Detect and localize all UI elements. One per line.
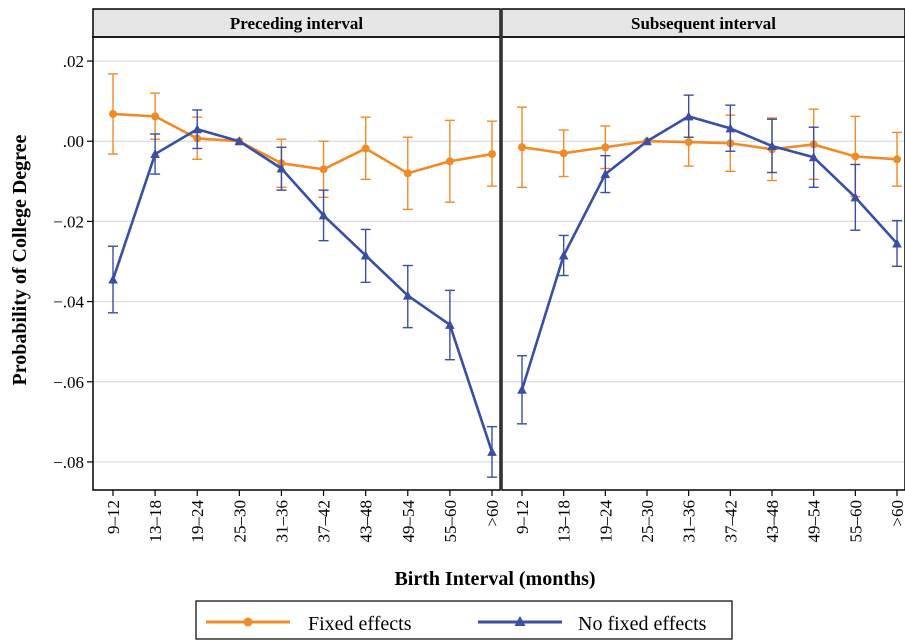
series-line-subsequent-fixed-effects bbox=[521, 139, 898, 161]
point-preceding-no-fixed-effects-2 bbox=[192, 124, 203, 134]
point-subsequent-fixed-effects-1 bbox=[559, 149, 568, 158]
series-line-preceding-fixed-effects bbox=[112, 112, 493, 175]
point-subsequent-no-fixed-effects-7 bbox=[808, 152, 819, 162]
x-tick-label-preceding-1: 13–18 bbox=[146, 500, 165, 543]
y-tick-label-2: −.02 bbox=[53, 212, 84, 231]
x-tick-label-preceding-8: 55–60 bbox=[441, 500, 460, 543]
x-axis-title: Birth Interval (months) bbox=[394, 568, 595, 590]
x-tick-label-subsequent-7: 49–54 bbox=[805, 500, 824, 543]
x-tick-label-subsequent-3: 25–30 bbox=[638, 500, 657, 543]
point-preceding-fixed-effects-7 bbox=[403, 169, 412, 178]
x-tick-label-preceding-5: 37–42 bbox=[315, 500, 334, 543]
legend-label-fixed-effects: Fixed effects bbox=[308, 613, 412, 635]
point-subsequent-no-fixed-effects-5 bbox=[725, 123, 736, 133]
y-tick-label-5: −.08 bbox=[53, 453, 84, 472]
y-tick-label-1: .00 bbox=[63, 132, 84, 151]
panel-title-subsequent: Subsequent interval bbox=[631, 14, 776, 33]
point-preceding-fixed-effects-0 bbox=[109, 109, 117, 118]
x-tick-label-subsequent-2: 19–24 bbox=[596, 500, 615, 543]
x-tick-label-preceding-7: 49–54 bbox=[399, 500, 418, 543]
point-preceding-no-fixed-effects-4 bbox=[276, 163, 287, 173]
x-tick-label-preceding-2: 19–24 bbox=[188, 500, 207, 543]
y-tick-label-0: .02 bbox=[63, 52, 84, 71]
point-subsequent-no-fixed-effects-6 bbox=[767, 141, 777, 151]
point-preceding-fixed-effects-5 bbox=[319, 165, 328, 174]
point-preceding-no-fixed-effects-0 bbox=[108, 274, 118, 284]
point-preceding-no-fixed-effects-8 bbox=[445, 319, 455, 329]
x-tick-label-subsequent-5: 37–42 bbox=[721, 500, 740, 543]
point-subsequent-no-fixed-effects-9 bbox=[892, 238, 902, 248]
point-preceding-no-fixed-effects-1 bbox=[150, 149, 160, 159]
x-tick-label-subsequent-8: 55–60 bbox=[846, 500, 865, 543]
legend-marker-no-fixed-effects bbox=[514, 616, 526, 626]
x-tick-label-subsequent-9: >60 bbox=[888, 500, 905, 527]
series-line-subsequent-no-fixed-effects bbox=[520, 115, 898, 391]
panel-frames: Preceding interval Subsequent interval bbox=[92, 8, 905, 491]
legend-box bbox=[195, 600, 733, 640]
series-layer bbox=[108, 73, 902, 478]
point-subsequent-no-fixed-effects-4 bbox=[683, 111, 694, 121]
x-tick-label-preceding-3: 25–30 bbox=[230, 500, 249, 543]
panel-header-preceding bbox=[92, 8, 501, 38]
y-tick-label-4: −.06 bbox=[53, 373, 84, 392]
point-preceding-no-fixed-effects-7 bbox=[402, 290, 413, 300]
x-tick-label-subsequent-1: 13–18 bbox=[555, 500, 574, 543]
x-tick-label-preceding-0: 9–12 bbox=[104, 500, 123, 534]
y-axis-title: Probability of College Degree bbox=[9, 134, 31, 385]
legend: Fixed effects No fixed effects bbox=[195, 600, 733, 640]
panel-title-preceding: Preceding interval bbox=[230, 14, 364, 33]
point-preceding-no-fixed-effects-5 bbox=[318, 210, 329, 220]
x-tick-label-subsequent-6: 43–48 bbox=[763, 500, 782, 543]
axes-layer: 9–12 13–18 19–24 25–30 31–36 37–42 43–48 49–54 5… bbox=[53, 52, 905, 542]
point-subsequent-fixed-effects-2 bbox=[601, 143, 610, 152]
point-subsequent-fixed-effects-0 bbox=[518, 143, 526, 152]
legend-marker-fixed-effects bbox=[243, 617, 253, 627]
series-line-preceding-no-fixed-effects bbox=[111, 127, 494, 453]
x-tick-label-subsequent-0: 9–12 bbox=[513, 500, 532, 534]
point-preceding-fixed-effects-1 bbox=[151, 112, 160, 121]
x-tick-label-preceding-4: 31–36 bbox=[272, 500, 291, 543]
point-subsequent-no-fixed-effects-3 bbox=[642, 136, 652, 146]
plot-frame-preceding bbox=[92, 36, 501, 491]
point-subsequent-no-fixed-effects-0 bbox=[517, 384, 527, 394]
point-subsequent-fixed-effects-9 bbox=[893, 155, 901, 164]
point-preceding-fixed-effects-8 bbox=[445, 157, 454, 166]
point-preceding-fixed-effects-6 bbox=[361, 144, 370, 153]
x-tick-label-preceding-9: >60 bbox=[483, 500, 502, 527]
point-subsequent-fixed-effects-4 bbox=[684, 138, 693, 147]
y-tick-label-3: −.04 bbox=[53, 293, 84, 312]
x-tick-label-subsequent-4: 31–36 bbox=[680, 500, 699, 543]
point-subsequent-no-fixed-effects-8 bbox=[850, 192, 861, 202]
point-subsequent-fixed-effects-8 bbox=[851, 152, 860, 161]
grid-layer bbox=[93, 60, 905, 463]
point-preceding-no-fixed-effects-6 bbox=[360, 250, 371, 260]
point-preceding-fixed-effects-9 bbox=[488, 150, 496, 159]
point-preceding-no-fixed-effects-9 bbox=[487, 446, 497, 456]
point-preceding-no-fixed-effects-3 bbox=[234, 136, 245, 146]
x-tick-label-preceding-6: 43–48 bbox=[357, 500, 376, 543]
point-subsequent-no-fixed-effects-2 bbox=[600, 169, 611, 179]
legend-label-no-fixed-effects: No fixed effects bbox=[578, 613, 707, 635]
point-subsequent-no-fixed-effects-1 bbox=[558, 250, 569, 260]
